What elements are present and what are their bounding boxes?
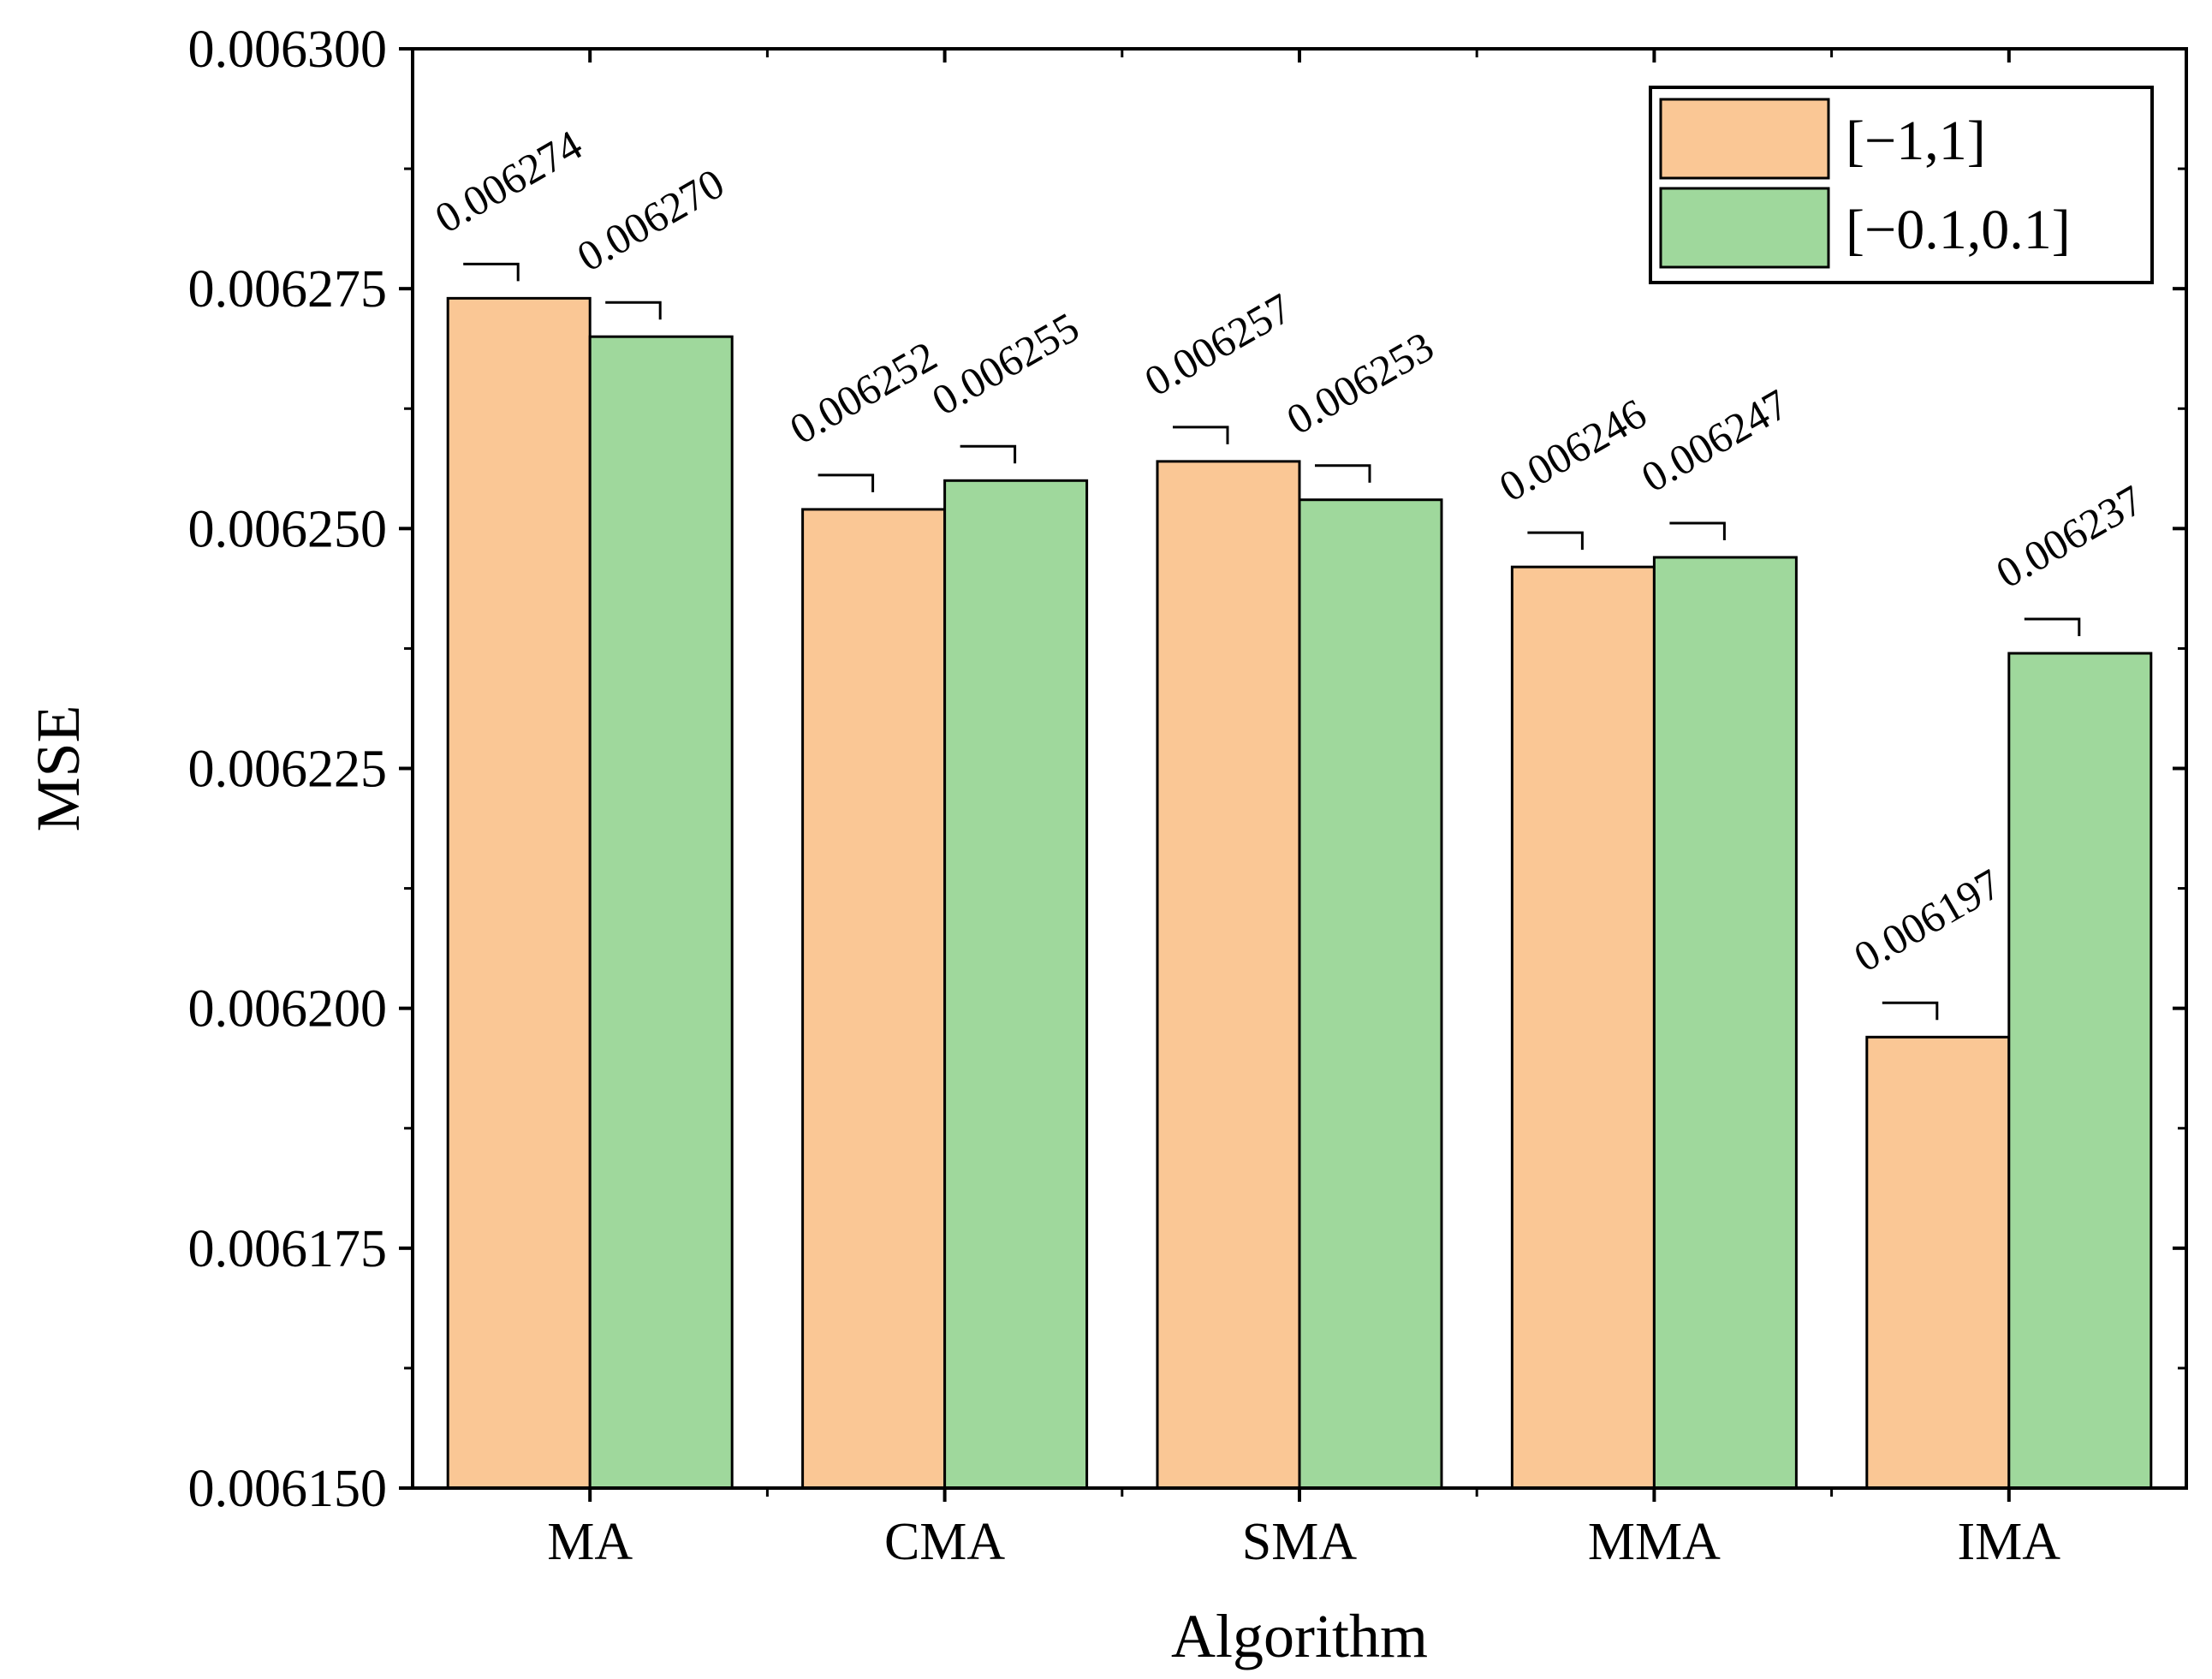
bar-series2-mma — [1652, 556, 1798, 1490]
x-category-label-mma: MMA — [1588, 1513, 1721, 1571]
data-label-leader — [1315, 464, 1371, 483]
x-category-label-cma: CMA — [884, 1513, 1005, 1571]
data-label-leader — [605, 301, 662, 320]
data-label-series1-ima: 0.006197 — [1846, 860, 2008, 981]
y-tick-label: 0.006200 — [188, 980, 388, 1039]
bar-series1-ma — [446, 296, 592, 1490]
data-label-leader — [818, 473, 875, 492]
bar-series2-cma — [943, 479, 1089, 1490]
data-label-leader — [1527, 531, 1584, 551]
data-label-series2-mma: 0.006247 — [1633, 379, 1796, 501]
bar-series1-cma — [801, 508, 947, 1490]
bar-series2-sma — [1298, 498, 1443, 1490]
y-tick-label: 0.006225 — [188, 741, 388, 799]
data-label-series2-ma: 0.006270 — [569, 158, 732, 280]
data-label-series1-ma: 0.006274 — [427, 121, 590, 242]
x-category-label-ma: MA — [547, 1513, 633, 1571]
y-tick-label: 0.006300 — [188, 21, 388, 79]
data-label-leader — [463, 262, 520, 282]
y-tick-label: 0.006275 — [188, 260, 388, 319]
y-axis-title: MSE — [24, 705, 92, 831]
legend-label-series2: [−0.1,0.1] — [1846, 199, 2071, 261]
x-axis-title: Algorithm — [1171, 1602, 1428, 1670]
data-label-leader — [1882, 1001, 1939, 1021]
y-tick-label: 0.006175 — [188, 1220, 388, 1278]
legend-label-series1: [−1,1] — [1846, 110, 1986, 172]
x-category-label-sma: SMA — [1242, 1513, 1358, 1571]
data-label-series1-sma: 0.006257 — [1137, 283, 1299, 405]
data-label-leader — [960, 444, 1017, 464]
bar-series1-sma — [1156, 460, 1301, 1490]
data-label-series1-mma: 0.006246 — [1491, 389, 1654, 510]
data-label-leader — [1173, 426, 1229, 444]
data-label-series2-sma: 0.006253 — [1279, 322, 1442, 444]
bar-series1-ima — [1865, 1035, 2011, 1490]
y-tick-label: 0.006250 — [188, 500, 388, 558]
bar-series2-ima — [2007, 652, 2153, 1490]
bar-series2-ma — [588, 335, 734, 1490]
data-label-leader — [2024, 617, 2081, 637]
x-category-label-ima: IMA — [1958, 1513, 2061, 1571]
data-label-series1-cma: 0.006252 — [782, 331, 944, 453]
y-tick-label: 0.006150 — [188, 1460, 388, 1518]
data-label-series2-ima: 0.006237 — [1988, 475, 2150, 597]
data-label-series2-cma: 0.006255 — [924, 303, 1086, 425]
legend-swatch-series2 — [1659, 187, 1830, 269]
data-label-leader — [1669, 521, 1726, 540]
legend-swatch-series1 — [1659, 98, 1830, 180]
bar-series1-mma — [1510, 565, 1656, 1490]
